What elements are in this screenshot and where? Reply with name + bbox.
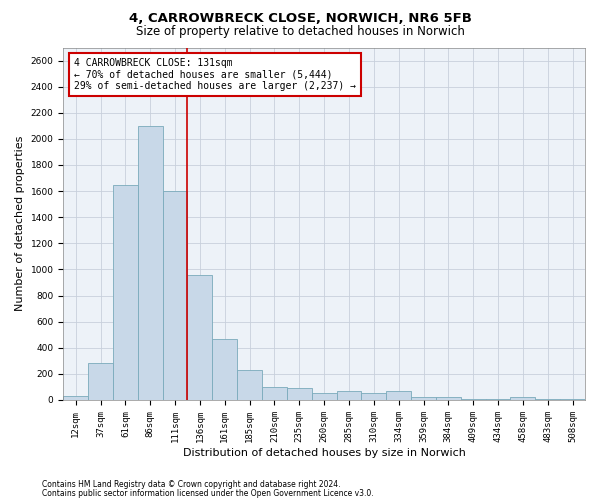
Bar bbox=[63, 396, 88, 400]
Bar bbox=[113, 184, 138, 400]
Bar bbox=[262, 387, 287, 400]
Bar bbox=[312, 394, 337, 400]
Text: 4 CARROWBRECK CLOSE: 131sqm
← 70% of detached houses are smaller (5,444)
29% of : 4 CARROWBRECK CLOSE: 131sqm ← 70% of det… bbox=[74, 58, 356, 92]
Bar bbox=[511, 398, 535, 400]
Bar bbox=[212, 338, 237, 400]
Bar bbox=[461, 398, 485, 400]
Bar bbox=[411, 396, 436, 400]
Bar bbox=[138, 126, 163, 400]
Bar bbox=[386, 391, 411, 400]
Text: Contains HM Land Registry data © Crown copyright and database right 2024.: Contains HM Land Registry data © Crown c… bbox=[42, 480, 341, 489]
Bar bbox=[88, 364, 113, 400]
Text: 4, CARROWBRECK CLOSE, NORWICH, NR6 5FB: 4, CARROWBRECK CLOSE, NORWICH, NR6 5FB bbox=[128, 12, 472, 26]
Text: Contains public sector information licensed under the Open Government Licence v3: Contains public sector information licen… bbox=[42, 489, 374, 498]
Bar bbox=[237, 370, 262, 400]
Text: Size of property relative to detached houses in Norwich: Size of property relative to detached ho… bbox=[136, 25, 464, 38]
Bar bbox=[163, 191, 187, 400]
Bar bbox=[337, 391, 361, 400]
Y-axis label: Number of detached properties: Number of detached properties bbox=[15, 136, 25, 312]
X-axis label: Distribution of detached houses by size in Norwich: Distribution of detached houses by size … bbox=[183, 448, 466, 458]
Bar bbox=[361, 394, 386, 400]
Bar bbox=[187, 274, 212, 400]
Bar bbox=[436, 398, 461, 400]
Bar bbox=[287, 388, 312, 400]
